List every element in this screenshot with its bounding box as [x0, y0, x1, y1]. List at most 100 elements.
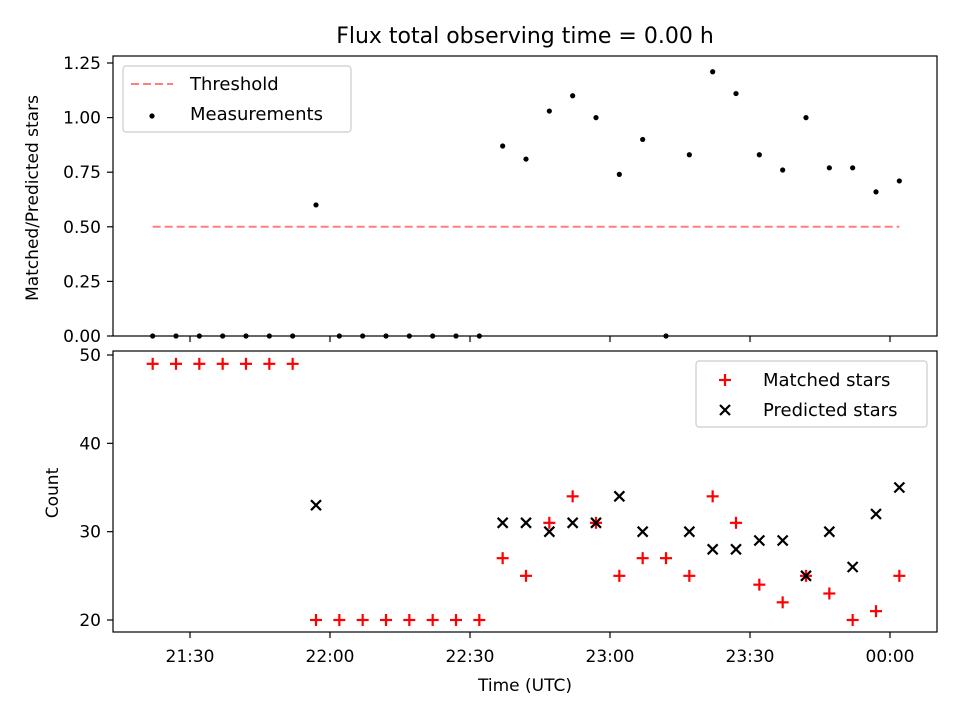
- predicted-star-point: [870, 508, 882, 520]
- bottom-y-tick-label: 50: [79, 346, 101, 366]
- legend-matched-swatch: [719, 374, 731, 386]
- matched-star-point: [240, 357, 252, 370]
- top-y-tick-label: 1.25: [63, 54, 101, 74]
- matched-star-point: [380, 614, 392, 626]
- predicted-marker-b: [613, 490, 626, 503]
- predicted-marker-b: [893, 481, 906, 494]
- predicted-marker-b: [566, 517, 579, 529]
- matched-star-point: [683, 569, 696, 582]
- measurement-point: [850, 165, 856, 171]
- measurement-point: [523, 156, 529, 162]
- predicted-star-point: [776, 534, 789, 547]
- bottom-x-tick-label: 23:30: [726, 647, 775, 667]
- matched-star-point: [263, 357, 276, 370]
- predicted-marker-b: [870, 508, 882, 520]
- top-y-axis-label: Matched/Predicted stars: [23, 95, 43, 301]
- matched-star-point: [426, 614, 439, 626]
- bottom-plot-frame: [112, 350, 938, 633]
- measurement-point: [570, 93, 576, 99]
- legend-predicted-swatch: [719, 404, 731, 416]
- measurement-point: [593, 115, 599, 121]
- bottom-y-axis-label: Count: [43, 467, 63, 518]
- matched-star-point: [566, 490, 579, 503]
- predicted-marker-b: [846, 561, 859, 573]
- predicted-marker-b: [753, 534, 766, 547]
- matched-star-point: [403, 614, 416, 626]
- measurement-point: [313, 202, 319, 208]
- legend-measurements-label: Measurements: [190, 104, 323, 125]
- measurement-point: [780, 167, 786, 173]
- predicted-marker-b: [706, 543, 719, 556]
- matched-star-point: [753, 578, 766, 591]
- bottom-y-tick-label: 20: [79, 611, 101, 631]
- predicted-marker-b: [543, 525, 556, 538]
- bottom-x-tick-label: 22:30: [446, 647, 495, 667]
- matched-star-point: [216, 357, 229, 370]
- x-axis-label: Time (UTC): [477, 676, 572, 696]
- matched-star-point: [146, 357, 159, 370]
- top-plot-frame: [112, 55, 938, 337]
- predicted-star-point: [800, 570, 812, 582]
- predicted-star-point: [590, 517, 602, 529]
- top-x-tick-marks: [189, 336, 891, 342]
- bottom-y-tick-label: 30: [79, 523, 101, 543]
- matched-star-point: [333, 614, 346, 626]
- measurement-point: [756, 152, 762, 158]
- predicted-star-point: [753, 534, 766, 547]
- predicted-marker-b: [683, 525, 696, 538]
- predicted-marker-b: [590, 517, 602, 529]
- predicted-marker-b: [823, 525, 836, 538]
- matched-star-point: [893, 569, 906, 582]
- bottom-x-tick-label: 21:30: [166, 647, 215, 667]
- predicted-star-point: [846, 561, 859, 573]
- predicted-star-point: [706, 543, 719, 556]
- predicted-marker-b: [730, 543, 742, 556]
- predicted-star-point: [893, 481, 906, 494]
- predicted-star-point: [823, 525, 836, 538]
- matched-star-point: [473, 614, 486, 626]
- measurement-point: [500, 143, 506, 149]
- matched-star-point: [356, 614, 369, 626]
- top-chart-title: Flux total observing time = 0.00 h: [336, 24, 714, 49]
- top-y-tick-label: 0.75: [63, 163, 101, 183]
- bottom-y-tick-label: 40: [79, 434, 101, 454]
- matched-star-point: [193, 357, 206, 370]
- bottom-scatter-points: [146, 357, 906, 626]
- measurement-point: [803, 115, 809, 121]
- matched-star-point: [496, 552, 509, 565]
- matched-star-point: [520, 569, 532, 582]
- measurement-point: [686, 152, 692, 158]
- matched-star-point: [706, 490, 719, 503]
- measurement-point: [710, 69, 716, 75]
- matched-star-point: [823, 587, 836, 600]
- matched-star-point: [730, 516, 742, 529]
- bottom-y-ticks: 20 30 40 50: [79, 346, 113, 631]
- bottom-x-tick-label: 00:00: [866, 647, 915, 667]
- matched-star-point: [450, 614, 462, 626]
- measurement-point: [896, 178, 902, 184]
- measurement-point: [733, 90, 739, 97]
- measurement-point: [826, 165, 832, 171]
- bottom-x-ticks: 21:30 22:00 22:30 23:00 23:30 00:00: [166, 632, 915, 667]
- top-legend-box: [122, 65, 352, 133]
- predicted-star-point: [636, 525, 649, 538]
- matched-star-point: [870, 605, 882, 618]
- measurement-point: [616, 171, 622, 177]
- legend-measurements-swatch: [149, 113, 155, 119]
- predicted-star-point: [310, 499, 322, 511]
- matched-star-point: [776, 596, 789, 609]
- predicted-marker-b: [800, 570, 812, 582]
- matched-star-point: [286, 357, 299, 370]
- matched-star-point: [543, 516, 556, 529]
- bottom-x-tick-label: 22:00: [306, 647, 355, 667]
- predicted-star-point: [730, 543, 742, 556]
- predicted-star-point: [543, 525, 556, 538]
- matched-star-point: [846, 614, 859, 626]
- bottom-legend: Matched stars Predicted stars: [695, 360, 928, 428]
- measurement-point: [873, 189, 879, 195]
- bottom-legend-box: [695, 360, 928, 428]
- top-y-ticks: 0.00 0.25 0.50 0.75 1.00 1.25: [63, 54, 113, 347]
- predicted-marker-b: [310, 499, 322, 511]
- predicted-marker-b: [496, 517, 509, 529]
